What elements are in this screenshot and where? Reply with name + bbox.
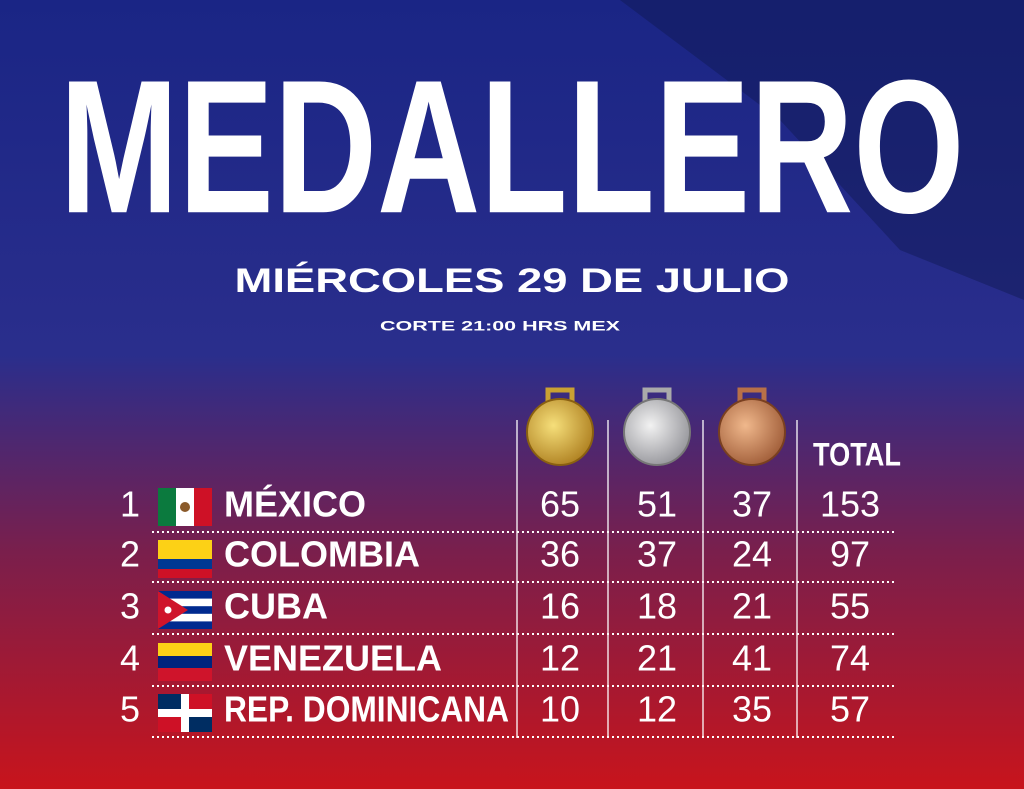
total-count: 97 bbox=[830, 534, 870, 575]
rank: 4 bbox=[120, 638, 140, 679]
total-count: 153 bbox=[820, 484, 880, 525]
silver-count: 18 bbox=[637, 586, 677, 627]
country-name: MÉXICO bbox=[224, 484, 366, 525]
flag-mexico bbox=[158, 488, 212, 526]
silver-count: 21 bbox=[637, 638, 677, 679]
gold-count: 65 bbox=[540, 484, 580, 525]
bronze-count: 37 bbox=[732, 484, 772, 525]
total-header: TOTAL bbox=[813, 436, 901, 472]
gold-count: 16 bbox=[540, 586, 580, 627]
rank: 1 bbox=[120, 484, 140, 525]
rank: 3 bbox=[120, 586, 140, 627]
gold-count: 36 bbox=[540, 534, 580, 575]
note: CORTE 21:00 HRS MEX bbox=[380, 318, 621, 334]
flag-venezuela bbox=[158, 643, 212, 681]
gold-medal bbox=[526, 387, 594, 466]
silver-medal bbox=[623, 387, 691, 466]
bronze-count: 41 bbox=[732, 638, 772, 679]
country-name: REP. DOMINICANA bbox=[224, 689, 509, 730]
bronze-medal bbox=[718, 387, 786, 466]
country-name: COLOMBIA bbox=[224, 534, 420, 575]
background-shape bbox=[620, 0, 1024, 300]
title: MEDALLERO bbox=[60, 41, 965, 253]
subtitle: MIÉRCOLES 29 DE JULIO bbox=[235, 262, 790, 300]
rank: 5 bbox=[120, 689, 140, 730]
total-count: 55 bbox=[830, 586, 870, 627]
silver-count: 37 bbox=[637, 534, 677, 575]
gold-count: 12 bbox=[540, 638, 580, 679]
bronze-count: 35 bbox=[732, 689, 772, 730]
total-count: 74 bbox=[830, 638, 870, 679]
silver-count: 51 bbox=[637, 484, 677, 525]
bronze-count: 24 bbox=[732, 534, 772, 575]
flag-cuba bbox=[158, 591, 212, 629]
table-rows: 1 MÉXICO 65 51 37 153 2 COLOMBIA 36 37 24 97 3 CUBA 16… bbox=[120, 484, 895, 738]
flag-dominican-republic bbox=[158, 694, 212, 732]
country-name: CUBA bbox=[224, 586, 328, 627]
total-count: 57 bbox=[830, 689, 870, 730]
flag-colombia bbox=[158, 540, 212, 578]
gold-count: 10 bbox=[540, 689, 580, 730]
bronze-count: 21 bbox=[732, 586, 772, 627]
silver-count: 12 bbox=[637, 689, 677, 730]
country-name: VENEZUELA bbox=[224, 638, 442, 679]
rank: 2 bbox=[120, 534, 140, 575]
